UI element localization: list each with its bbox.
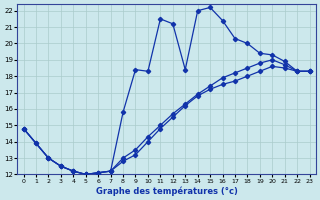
X-axis label: Graphe des températures (°c): Graphe des températures (°c) (96, 186, 237, 196)
